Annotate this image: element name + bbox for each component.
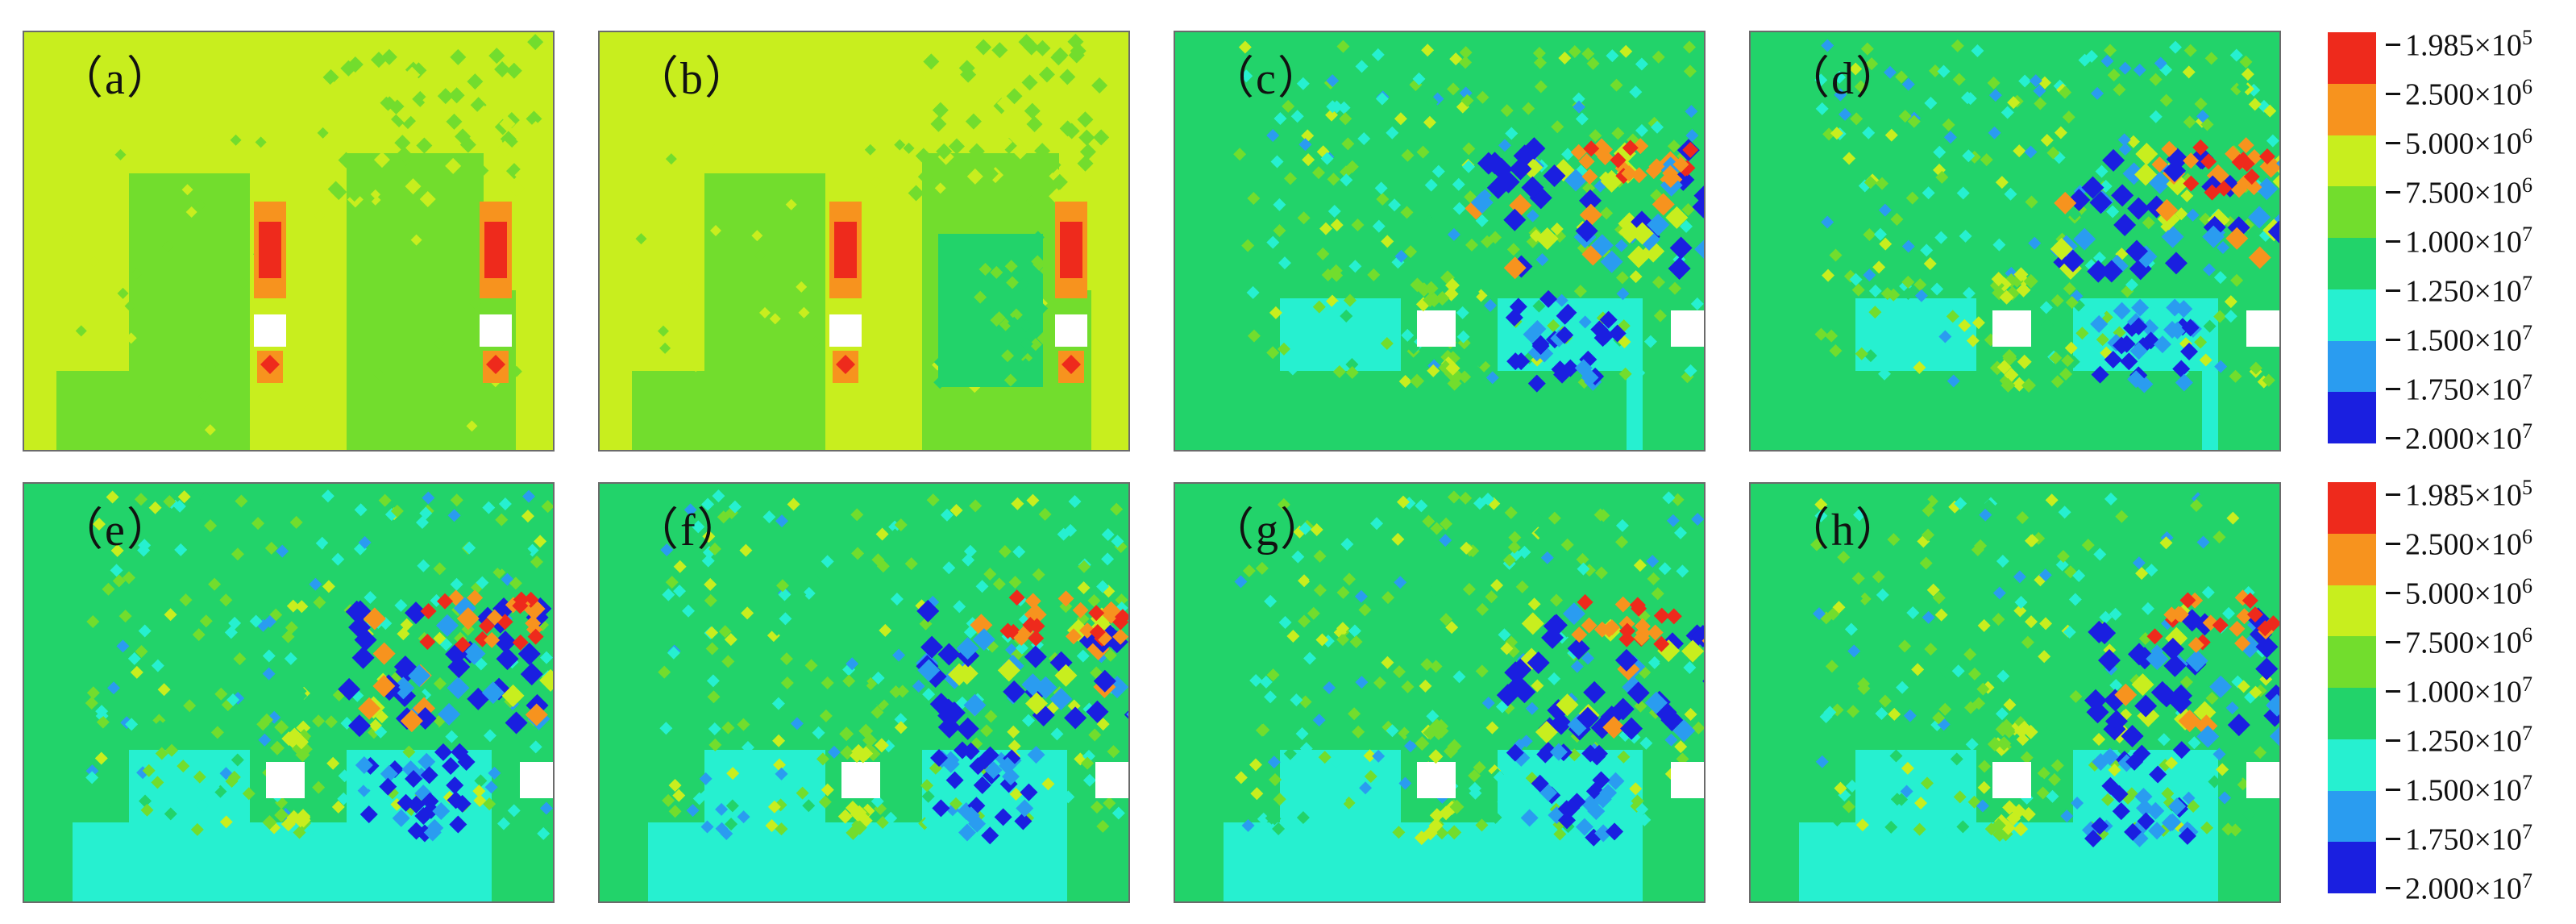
panel-label-f: （f）: [634, 506, 744, 556]
contour-panel-b: （b）: [598, 31, 1130, 452]
panel-label-a: （a）: [58, 54, 173, 104]
colorbar-swatch: [2328, 186, 2376, 238]
stress-contour-c: [1175, 32, 1704, 450]
contour-panel-c: （c）: [1174, 31, 1706, 452]
panel-label-c: （c）: [1209, 54, 1324, 104]
colorbar-tick-label: 2.000×107: [2386, 871, 2532, 905]
colorbar-swatch: [2328, 340, 2376, 393]
panel-label-h: （h）: [1785, 506, 1902, 556]
panel-label-g: （g）: [1209, 506, 1327, 556]
panel-label-b: （b）: [634, 54, 751, 104]
colorbar-swatch: [2328, 482, 2376, 534]
colorbar-tick-label: 1.985×105: [2386, 477, 2532, 511]
colorbar-bottom: [2328, 482, 2376, 893]
contour-panel-h: （h）: [1749, 482, 2281, 903]
stress-contour-h: [1751, 484, 2279, 901]
colorbar-swatch: [2328, 289, 2376, 341]
colorbar-tick-label: 1.500×107: [2386, 772, 2532, 806]
colorbar-tick-label: 2.000×107: [2386, 421, 2532, 455]
colorbar-tick-label: 1.750×107: [2386, 372, 2532, 406]
stress-contour-g: [1175, 484, 1704, 901]
colorbar-tick-label: 7.500×106: [2386, 625, 2532, 659]
colorbar-tick-label: 1.500×107: [2386, 323, 2532, 356]
stress-contour-f: [600, 484, 1128, 901]
colorbar-tick-label: 1.000×107: [2386, 674, 2532, 708]
colorbar-swatch: [2328, 392, 2376, 443]
colorbar-swatch: [2328, 238, 2376, 289]
colorbar-tick-label: 5.000×106: [2386, 576, 2532, 610]
stress-contour-b: [600, 32, 1128, 450]
contour-panel-g: （g）: [1174, 482, 1706, 903]
contour-panel-e: （e）: [23, 482, 555, 903]
colorbar-swatch: [2328, 585, 2376, 637]
contour-panel-a: （a）: [23, 31, 555, 452]
colorbar-swatch: [2328, 688, 2376, 739]
colorbar-swatch: [2328, 790, 2376, 843]
colorbar-swatch: [2328, 135, 2376, 187]
colorbar-tick-label: 1.250×107: [2386, 723, 2532, 757]
contour-panel-f: （f）: [598, 482, 1130, 903]
colorbar-swatch: [2328, 739, 2376, 791]
colorbar-swatch: [2328, 32, 2376, 84]
colorbar-tick-label: 1.985×105: [2386, 27, 2532, 61]
contour-panel-d: （d）: [1749, 31, 2281, 452]
stress-contour-d: [1751, 32, 2279, 450]
colorbar-tick-label: 1.250×107: [2386, 273, 2532, 307]
colorbar-tick-label: 1.000×107: [2386, 224, 2532, 258]
colorbar-tick-label: 2.500×106: [2386, 77, 2532, 110]
colorbar-swatch: [2328, 533, 2376, 585]
stress-contour-a: [24, 32, 553, 450]
colorbar-tick-label: 2.500×106: [2386, 527, 2532, 560]
colorbar-swatch: [2328, 636, 2376, 688]
colorbar-tick-label: 1.750×107: [2386, 822, 2532, 855]
colorbar-top: [2328, 32, 2376, 443]
colorbar-tick-label: 7.500×106: [2386, 175, 2532, 209]
panel-label-e: （e）: [58, 506, 173, 556]
colorbar-swatch: [2328, 83, 2376, 135]
panel-label-d: （d）: [1785, 54, 1902, 104]
colorbar-tick-label: 5.000×106: [2386, 126, 2532, 160]
colorbar-swatch: [2328, 842, 2376, 893]
stress-contour-e: [24, 484, 553, 901]
